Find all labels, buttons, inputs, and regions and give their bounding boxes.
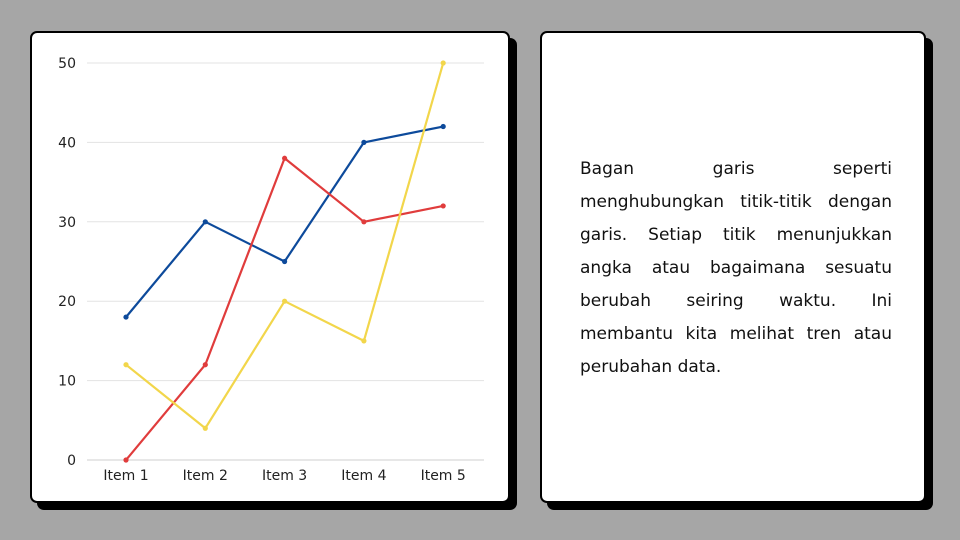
series-lines <box>123 60 446 463</box>
series-line <box>125 157 444 461</box>
x-tick-label: Item 3 <box>262 468 307 484</box>
x-axis-ticks: Item 1 Item 2 Item 3 Item 4 Item 5 <box>103 468 465 484</box>
series-3 <box>123 60 446 431</box>
x-tick-label: Item 2 <box>183 468 228 484</box>
data-point <box>123 362 129 368</box>
description-text: Bagan garis seperti menghubungkan titik-… <box>580 159 892 377</box>
data-point <box>282 155 288 161</box>
y-tick-label: 20 <box>58 294 76 310</box>
data-point <box>361 338 367 344</box>
series-line <box>125 62 445 430</box>
data-point <box>440 203 446 209</box>
series-2 <box>123 155 446 463</box>
data-point <box>202 362 208 368</box>
y-tick-label: 30 <box>58 215 76 231</box>
data-point <box>440 123 446 130</box>
x-tick-label: Item 4 <box>341 468 386 484</box>
y-tick-label: 10 <box>58 374 76 390</box>
chart-card: 0 10 20 30 40 50 Item 1 Item 2 Item 3 Item 4 Item… <box>30 31 510 503</box>
data-point <box>123 314 129 320</box>
y-tick-label: 50 <box>58 56 76 72</box>
x-tick-label: Item 5 <box>421 468 466 484</box>
data-point <box>123 457 129 463</box>
data-point <box>282 298 288 304</box>
data-point <box>282 258 288 265</box>
y-tick-label: 0 <box>67 453 76 469</box>
data-point <box>361 219 367 225</box>
y-axis-ticks: 0 10 20 30 40 50 <box>58 56 76 469</box>
text-card: Bagan garis seperti menghubungkan titik-… <box>540 31 926 503</box>
data-point <box>202 425 208 431</box>
y-tick-label: 40 <box>58 135 76 151</box>
series-1 <box>123 123 446 320</box>
data-point <box>202 219 208 225</box>
x-tick-label: Item 1 <box>103 468 148 484</box>
data-point <box>440 60 446 66</box>
data-point <box>361 139 367 145</box>
